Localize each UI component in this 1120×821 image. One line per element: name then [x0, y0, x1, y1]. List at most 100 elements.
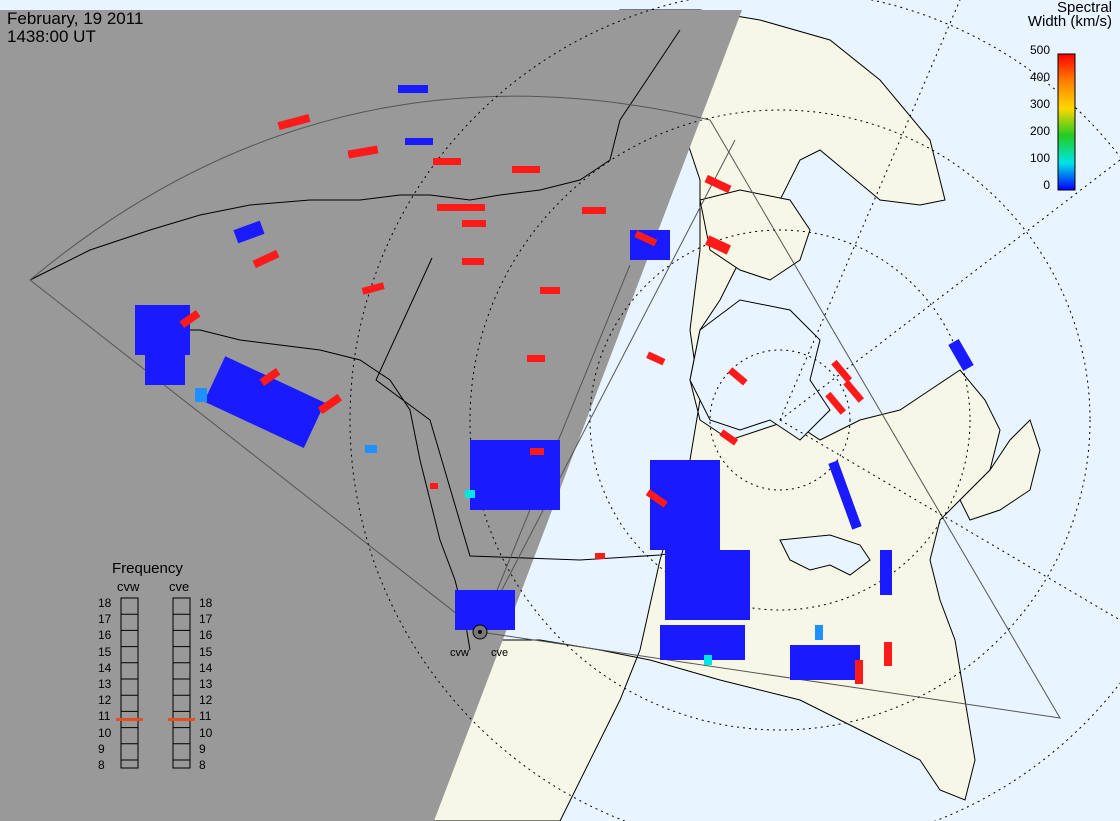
- backscatter-echoes: [135, 85, 974, 684]
- echo-cell: [646, 351, 666, 366]
- echo-cell: [252, 249, 280, 269]
- echo-cell: [204, 356, 325, 449]
- echo-cell: [828, 460, 862, 530]
- radar-fov: [29, 95, 1061, 719]
- frequency-tick: 11: [199, 709, 212, 724]
- echo-cell: [470, 440, 560, 510]
- frequency-bars: [120, 597, 191, 769]
- echo-cell: [398, 85, 428, 93]
- frequency-tick: 10: [98, 725, 112, 740]
- echo-cell: [884, 642, 892, 666]
- echo-cell: [704, 174, 732, 194]
- frequency-tick: 8: [199, 758, 206, 772]
- frequency-tick: 9: [98, 741, 105, 756]
- site-label-cvw: cvw: [450, 647, 469, 659]
- frequency-tick: 12: [98, 693, 112, 708]
- echo-cell: [727, 367, 748, 386]
- land-east: [959, 419, 1041, 521]
- frequency-tick: 8: [98, 758, 105, 772]
- frequency-tick: 11: [98, 709, 111, 724]
- echo-cell: [277, 113, 311, 131]
- colorbar-tick: 100: [1029, 151, 1050, 165]
- frequency-tick: 18: [199, 596, 213, 610]
- echo-cell: [790, 645, 860, 680]
- frequency-tick: 18: [98, 596, 112, 610]
- echo-cell: [843, 379, 865, 403]
- frequency-tick: 16: [199, 628, 213, 643]
- frequency-tick: 13: [199, 677, 213, 691]
- echo-cell: [455, 590, 515, 630]
- echo-cell: [430, 483, 438, 489]
- echo-cell: [433, 158, 461, 165]
- colorbar-tick: 200: [1029, 124, 1050, 138]
- echo-cell: [317, 393, 343, 415]
- echo-cell: [527, 355, 545, 362]
- echo-cell: [595, 553, 605, 559]
- echo-cell: [831, 359, 853, 383]
- frequency-tick: 15: [98, 644, 112, 659]
- echo-cell: [145, 345, 185, 385]
- land-day: [429, 9, 1001, 821]
- echo-cell: [465, 490, 475, 498]
- date-label: February, 19 2011: [7, 9, 144, 28]
- hudson-bay: [689, 299, 831, 441]
- frequency-tick: 12: [199, 693, 213, 708]
- frequency-tick: 14: [199, 660, 213, 675]
- frequency-tick: 9: [199, 741, 206, 756]
- echo-cell: [634, 230, 658, 247]
- site-label-cve: cve: [491, 647, 509, 659]
- radar-name-cvw: cvw: [117, 579, 140, 594]
- echo-cell: [462, 220, 486, 227]
- frequency-tick: 17: [199, 612, 213, 627]
- echo-cell: [512, 166, 540, 173]
- colorbar-unit: Width (km/s): [1027, 13, 1112, 30]
- echo-cell: [704, 655, 712, 665]
- echo-cell: [540, 287, 560, 294]
- echo-cell: [179, 309, 201, 329]
- radar-name-cve: cve: [169, 579, 190, 594]
- colorbar-tick: 0: [1043, 178, 1050, 192]
- colorbar-tick: 400: [1029, 70, 1050, 84]
- echo-cell: [855, 660, 863, 684]
- echo-cell: [462, 258, 484, 265]
- echo-cell: [195, 388, 207, 402]
- echo-cell: [582, 207, 606, 214]
- frequency-tick: 15: [199, 644, 213, 659]
- echo-cell: [660, 625, 745, 660]
- frequency-tick: 17: [98, 612, 112, 627]
- frequency-tick: 13: [98, 677, 112, 691]
- radar-site-center: [478, 630, 482, 634]
- echo-cell: [815, 625, 823, 640]
- echo-cell: [365, 445, 377, 453]
- echo-cell: [719, 429, 739, 446]
- echo-cell: [347, 145, 379, 159]
- echo-cell: [665, 550, 750, 620]
- frequency-tick: 14: [98, 660, 112, 675]
- great-lakes: [779, 534, 871, 576]
- echo-cell: [705, 235, 731, 255]
- frequency-tick: 16: [98, 628, 112, 643]
- night-side-shading: [0, 10, 742, 821]
- echo-cell: [437, 204, 485, 211]
- colorbar: [1057, 53, 1076, 191]
- baffin-island: [699, 189, 811, 281]
- frequency-title: Frequency: [112, 560, 183, 577]
- echo-cell: [880, 550, 892, 595]
- echo-cell: [530, 448, 544, 455]
- colorbar-tick: 500: [1029, 43, 1050, 57]
- echo-cell: [259, 367, 281, 387]
- frequency-tick: 10: [199, 725, 213, 740]
- echo-cell: [645, 489, 668, 508]
- echo-cell: [233, 220, 265, 244]
- echo-cell: [825, 391, 847, 415]
- time-label: 1438:00 UT: [7, 27, 96, 46]
- colorbar-title: Spectral: [1056, 0, 1112, 16]
- colorbar-tick: 300: [1029, 97, 1050, 111]
- echo-cell: [361, 282, 385, 295]
- echo-cell: [948, 339, 974, 371]
- echo-cell: [405, 138, 433, 145]
- coastline-night: [29, 29, 681, 651]
- latitude-rings: [349, 0, 1120, 821]
